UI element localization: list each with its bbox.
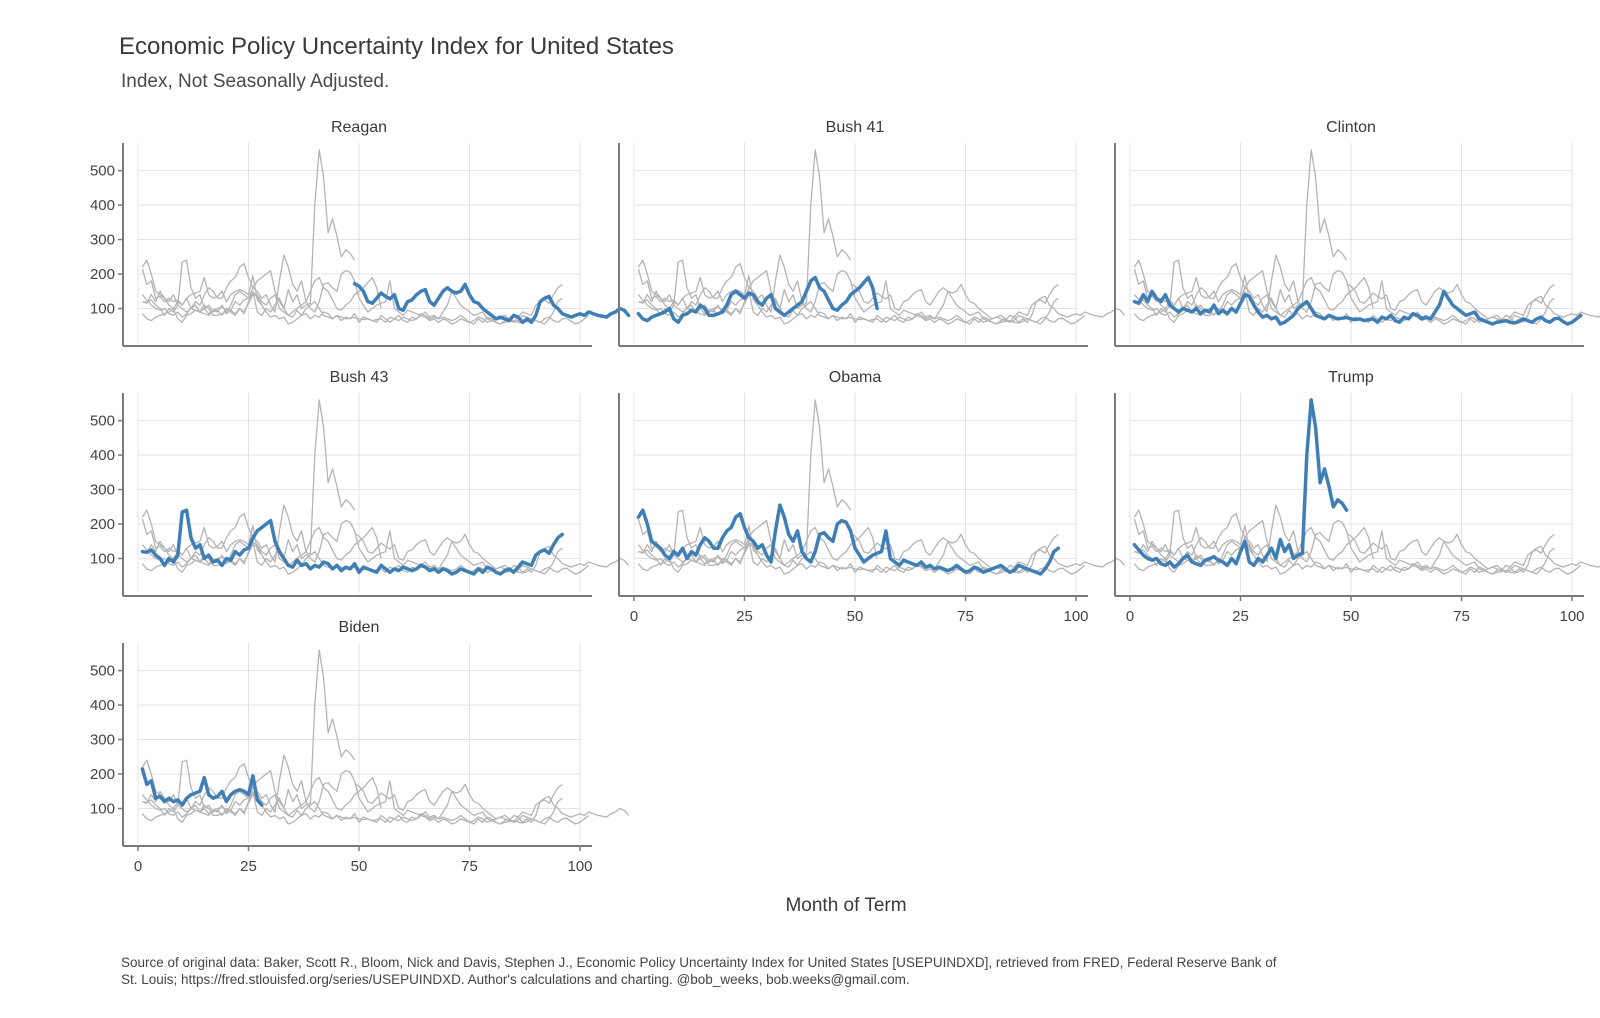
panel-title: Reagan — [331, 119, 387, 136]
series-line-trump-background — [637, 149, 852, 318]
series-line-obama-background — [637, 254, 1059, 325]
y-tick-label: 300 — [90, 732, 115, 749]
y-tick-label: 500 — [90, 413, 115, 430]
series-line-reagan-background — [354, 783, 630, 823]
x-tick-label: 100 — [1063, 608, 1088, 625]
panel-title: Bush 43 — [330, 369, 389, 386]
series-line-trump-background — [637, 399, 852, 568]
x-tick-label: 75 — [461, 858, 478, 875]
y-tick-label: 200 — [90, 766, 115, 783]
series-line-reagan-background — [354, 533, 630, 573]
x-tick-label: 25 — [1232, 608, 1249, 625]
series-line-biden-background — [637, 518, 759, 556]
panel-reagan: 100 200 300 400 500 Reagan — [90, 119, 631, 347]
x-tick-label: 100 — [567, 858, 592, 875]
panel-biden: 100 200 300 400 500 0 25 50 75 100 Biden — [90, 619, 630, 875]
panel-title: Biden — [339, 619, 380, 636]
y-tick-label: 300 — [90, 232, 115, 249]
series-line-obama-highlight — [636, 503, 1061, 576]
y-tick-label: 400 — [90, 447, 115, 464]
x-tick-label: 100 — [1559, 608, 1584, 625]
x-tick-label: 25 — [736, 608, 753, 625]
caption-line-2: St. Louis; https://fred.stlouisfed.org/s… — [121, 972, 910, 987]
y-tick-label: 400 — [90, 697, 115, 714]
caption-line-1: Source of original data: Baker, Scott R.… — [121, 955, 1277, 970]
series-line-biden-background — [1133, 518, 1255, 556]
series-line-reagan-background — [850, 283, 1126, 323]
panel-obama: 0 25 50 75 100 Obama — [618, 369, 1126, 625]
series-line-trump-background — [141, 649, 356, 818]
series-line-biden-background — [1133, 268, 1255, 306]
series-line-biden-highlight — [140, 767, 264, 807]
series-line-obama-background — [141, 254, 563, 325]
panel-clinton: Clinton — [1114, 119, 1600, 347]
series-line-bush-43-highlight — [140, 508, 565, 576]
series-line-bush-41-background — [637, 526, 878, 573]
series-line-bush-41-highlight — [636, 275, 879, 325]
y-tick-label: 200 — [90, 266, 115, 283]
chart-title: Economic Policy Uncertainty Index for Un… — [119, 33, 674, 60]
series-line-trump-highlight — [1132, 398, 1349, 569]
x-tick-label: 0 — [630, 608, 638, 625]
x-tick-label: 50 — [1343, 608, 1360, 625]
x-tick-label: 50 — [847, 608, 864, 625]
series-line-obama-background — [141, 754, 563, 825]
series-line-bush-41-background — [141, 526, 382, 573]
y-tick-label: 400 — [90, 197, 115, 214]
y-tick-label: 100 — [90, 301, 115, 318]
series-line-biden-background — [141, 518, 263, 556]
x-tick-label: 50 — [351, 858, 368, 875]
panel-bush-41: Bush 41 — [618, 119, 1126, 347]
series-line-reagan-background — [1346, 533, 1600, 573]
chart-subtitle: Index, Not Seasonally Adjusted. — [121, 71, 389, 92]
x-axis-label: Month of Term — [785, 895, 906, 916]
series-line-reagan-background — [1346, 283, 1600, 323]
x-tick-label: 75 — [957, 608, 974, 625]
x-tick-label: 0 — [134, 858, 142, 875]
y-tick-label: 200 — [90, 516, 115, 533]
series-line-bush-41-background — [141, 276, 382, 323]
panel-bush-43: 100 200 300 400 500 Bush 43 — [90, 369, 630, 597]
series-line-reagan-highlight — [352, 281, 631, 325]
y-tick-label: 100 — [90, 801, 115, 818]
series-line-clinton-highlight — [1132, 289, 1583, 326]
x-tick-label: 75 — [1453, 608, 1470, 625]
series-line-biden-background — [141, 268, 263, 306]
panel-title: Trump — [1328, 369, 1374, 386]
series-line-biden-background — [637, 268, 759, 306]
series-line-reagan-background — [850, 533, 1126, 573]
y-tick-label: 500 — [90, 163, 115, 180]
series-line-trump-background — [141, 149, 356, 318]
x-tick-label: 25 — [240, 858, 257, 875]
x-tick-label: 0 — [1126, 608, 1134, 625]
y-tick-label: 300 — [90, 482, 115, 499]
panel-title: Bush 41 — [826, 119, 885, 136]
panel-title: Clinton — [1326, 119, 1376, 136]
panel-title: Obama — [829, 369, 882, 386]
y-tick-label: 500 — [90, 663, 115, 680]
series-line-trump-background — [141, 399, 356, 568]
panel-trump: 0 25 50 75 100 Trump — [1114, 369, 1600, 625]
y-tick-label: 100 — [90, 551, 115, 568]
series-line-obama-background — [1133, 504, 1555, 575]
series-line-bush-41-background — [1133, 526, 1374, 573]
series-line-bush-41-background — [141, 776, 382, 823]
